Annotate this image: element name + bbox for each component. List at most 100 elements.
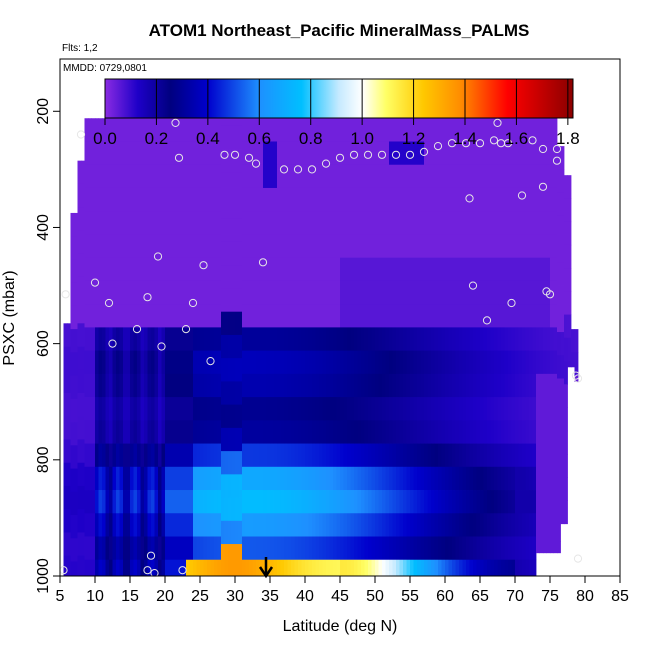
heatmap-cell — [427, 280, 432, 305]
heatmap-cell — [95, 350, 99, 375]
heatmap-cell — [259, 420, 264, 444]
heatmap-cell — [259, 513, 264, 537]
heatmap-cell — [284, 536, 288, 561]
heatmap-cell — [151, 466, 155, 491]
heatmap-cell — [543, 397, 547, 421]
heatmap-cell — [256, 397, 260, 421]
heatmap-cell — [536, 327, 540, 352]
heatmap-cell — [263, 513, 267, 537]
heatmap-cell — [256, 280, 260, 305]
heatmap-cell — [382, 327, 386, 352]
heatmap-cell — [186, 350, 190, 375]
heatmap-cell — [126, 280, 131, 305]
x-tick-label: 55 — [401, 588, 419, 605]
heatmap-cell — [539, 536, 544, 554]
heatmap-cell — [427, 257, 432, 282]
heatmap-cell — [385, 257, 390, 282]
heatmap-cell — [256, 257, 260, 282]
heatmap-cell — [434, 373, 439, 398]
heatmap-cell — [319, 536, 323, 561]
heatmap-cell — [455, 280, 460, 305]
heatmap-cell — [137, 536, 141, 561]
heatmap-cell — [273, 443, 278, 468]
heatmap-cell — [462, 397, 467, 421]
heatmap-cell — [434, 280, 439, 305]
heatmap-cell — [77, 393, 82, 417]
heatmap-cell — [95, 280, 99, 305]
heatmap-cell — [448, 280, 453, 305]
heatmap-cell — [410, 350, 414, 375]
heatmap-cell — [238, 218, 243, 243]
heatmap-cell — [368, 304, 372, 328]
heatmap-cell — [392, 141, 397, 166]
heatmap-cell — [403, 443, 407, 468]
heatmap-cell — [532, 490, 537, 514]
heatmap-cell — [315, 164, 320, 189]
heatmap-cell — [298, 257, 302, 282]
heatmap-cell — [385, 397, 390, 421]
heatmap-cell — [88, 513, 92, 537]
heatmap-cell — [518, 373, 523, 398]
heatmap-cells — [63, 102, 579, 577]
heatmap-cell — [193, 420, 197, 444]
heatmap-cell — [161, 466, 166, 491]
heatmap-cell — [179, 327, 183, 352]
observation-point — [391, 150, 401, 159]
heatmap-cell — [567, 268, 572, 292]
heatmap-cell — [462, 536, 467, 561]
heatmap-cell — [532, 304, 537, 328]
heatmap-cell — [203, 327, 208, 352]
heatmap-cell — [287, 164, 292, 189]
heatmap-cell — [448, 211, 453, 235]
heatmap-cell — [109, 280, 113, 305]
heatmap-cell — [123, 187, 127, 212]
heatmap-cell — [480, 536, 484, 561]
heatmap-cell — [315, 466, 320, 491]
heatmap-cell — [284, 141, 288, 166]
heatmap-cell — [473, 420, 477, 444]
heatmap-cell — [242, 397, 246, 421]
heatmap-cell — [172, 536, 176, 561]
heatmap-cell — [347, 164, 351, 189]
heatmap-cell — [315, 280, 320, 305]
heatmap-cell — [350, 536, 355, 561]
heatmap-cell — [186, 513, 190, 537]
heatmap-cell — [378, 513, 383, 537]
heatmap-cell — [546, 304, 551, 328]
heatmap-cell — [102, 513, 106, 537]
heatmap-cell — [277, 490, 281, 514]
heatmap-cell — [508, 466, 512, 491]
heatmap-cell — [154, 559, 159, 577]
heatmap-cell — [343, 350, 348, 375]
heatmap-cell — [102, 443, 106, 468]
heatmap-cell — [301, 559, 306, 577]
heatmap-cell — [371, 350, 376, 375]
heatmap-cell — [494, 420, 498, 444]
heatmap-cell — [459, 257, 463, 282]
heatmap-cell — [529, 304, 533, 328]
heatmap-cell — [536, 490, 540, 514]
heatmap-cell — [326, 280, 330, 305]
heatmap-cell — [210, 118, 215, 142]
heatmap-cell — [536, 373, 540, 398]
heatmap-cell — [88, 373, 92, 398]
heatmap-cell — [151, 211, 155, 235]
heatmap-cell — [151, 280, 155, 305]
heatmap-cell — [550, 420, 554, 444]
heatmap-cell — [126, 350, 131, 375]
heatmap-cell — [193, 397, 197, 421]
heatmap-cell — [518, 350, 523, 375]
heatmap-cell — [424, 304, 428, 328]
heatmap-cell — [256, 350, 260, 375]
heatmap-cell — [308, 234, 313, 259]
observation-point — [90, 278, 100, 287]
heatmap-cell — [175, 280, 180, 305]
heatmap-cell — [102, 490, 106, 514]
heatmap-cell — [487, 466, 491, 491]
heatmap-cell — [158, 211, 162, 235]
heatmap-cell — [140, 211, 145, 235]
heatmap-cell — [305, 559, 309, 577]
heatmap-cell — [322, 420, 327, 444]
heatmap-cell — [291, 559, 295, 577]
heatmap-cell — [553, 187, 558, 212]
